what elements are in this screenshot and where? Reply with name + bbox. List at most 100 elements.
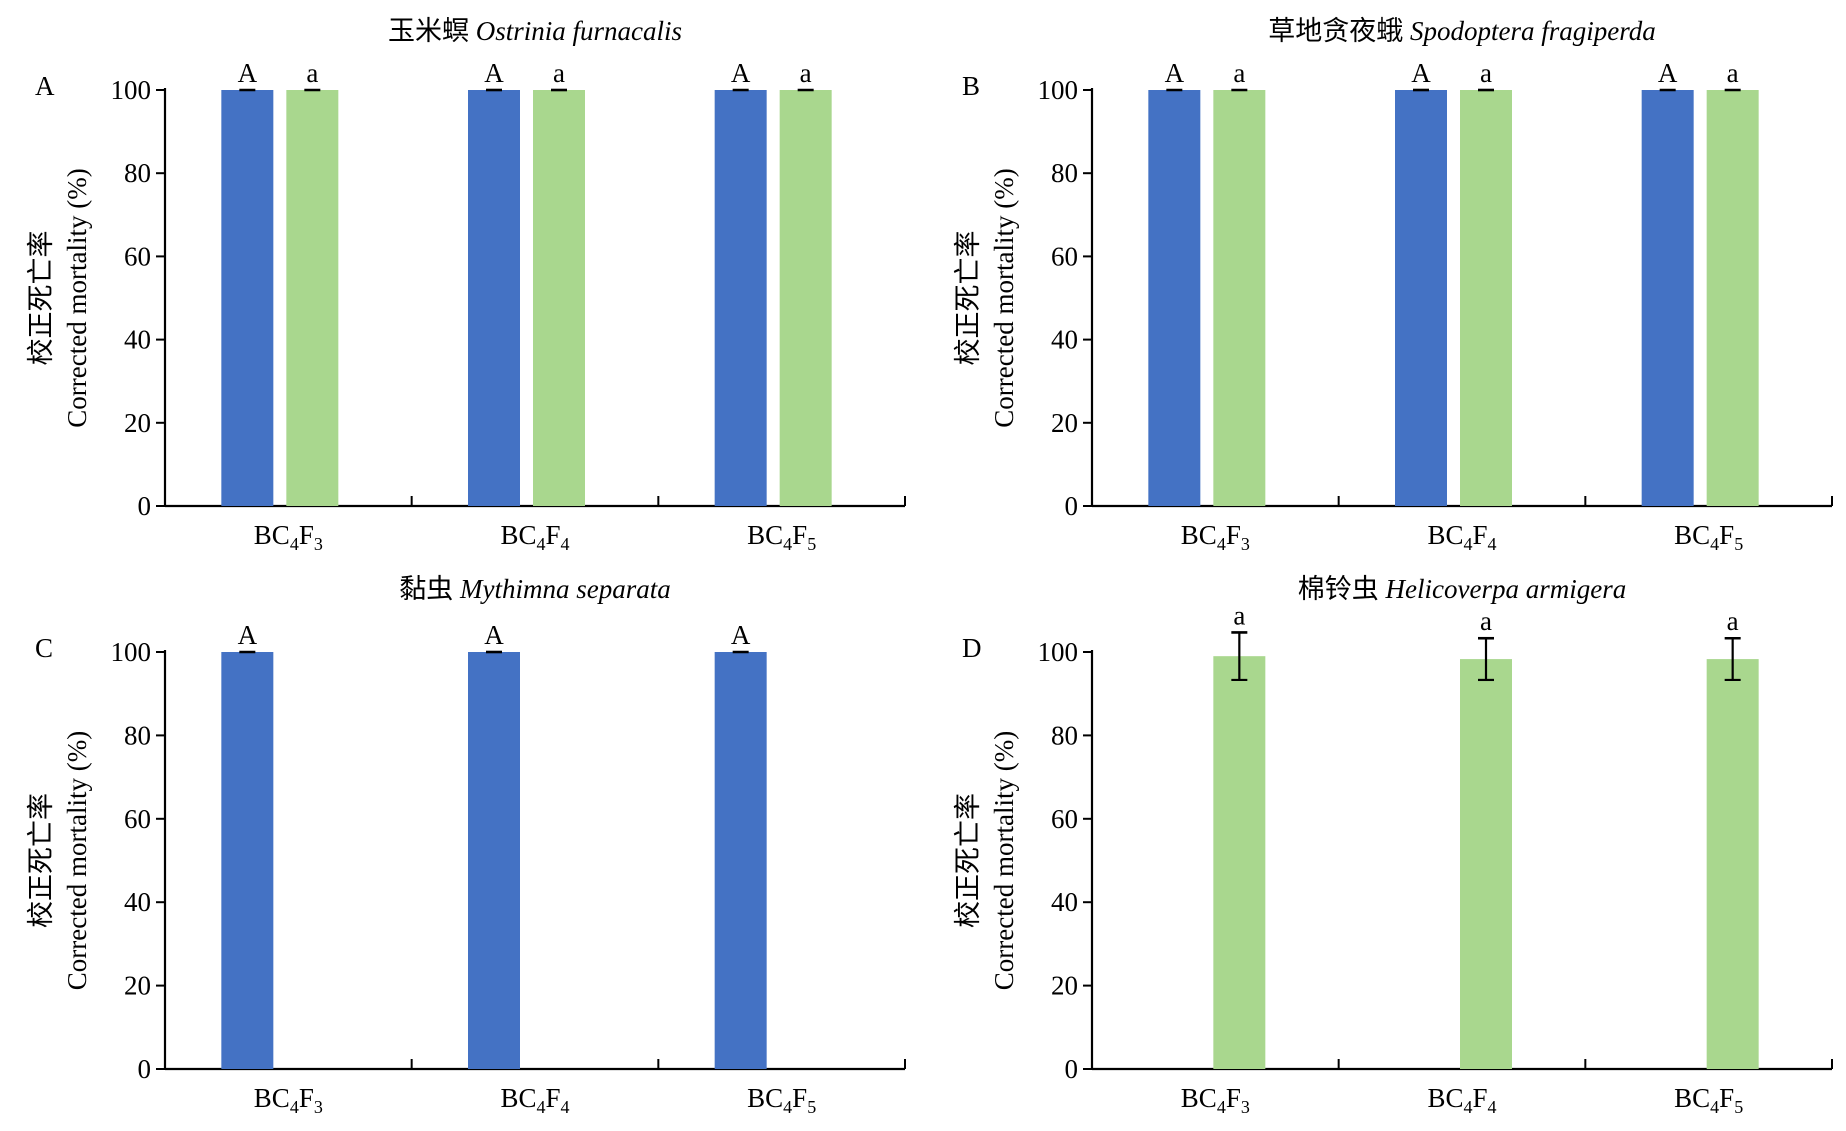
y-tick-label: 60	[124, 804, 151, 834]
x-tick-label-sub1: 4	[1464, 1097, 1473, 1117]
x-tick-label-mid: F	[1473, 520, 1488, 550]
x-tick-label: BC4F3	[254, 520, 323, 554]
significance-letter: A	[238, 58, 258, 88]
bar-a-s1-c1	[533, 90, 585, 506]
y-axis-label-cn: 校正死亡率	[26, 231, 56, 366]
x-tick-label-sub2: 4	[561, 1097, 570, 1117]
x-tick-label-mid: F	[299, 520, 314, 550]
x-tick-label-sub1: 4	[290, 534, 299, 554]
bar-d-s1-c0	[1213, 656, 1266, 1069]
y-tick-label: 0	[138, 491, 152, 521]
x-tick-label: BC4F5	[1674, 1083, 1743, 1117]
significance-letter: a	[306, 58, 318, 88]
y-tick-label: 60	[1051, 241, 1078, 271]
x-tick-label-sub2: 4	[1488, 1097, 1497, 1117]
x-tick-label: BC4F4	[1427, 1083, 1496, 1117]
y-tick-label: 20	[1051, 408, 1078, 438]
panel-label: D	[962, 633, 982, 663]
title-space	[469, 16, 476, 46]
x-tick-label-sub2: 4	[561, 534, 570, 554]
x-tick-label-sub2: 3	[314, 1097, 323, 1117]
bar-b-s1-c0	[1213, 90, 1266, 506]
y-tick-label: 100	[1038, 75, 1079, 105]
chart-title-cn: 棉铃虫	[1298, 574, 1379, 604]
x-tick-label-base: BC	[747, 520, 783, 550]
x-tick-label: BC4F3	[254, 1083, 323, 1117]
chart-title: 玉米螟 Ostrinia furnacalis	[388, 16, 682, 46]
chart-title: 黏虫 Mythimna separata	[399, 574, 670, 604]
x-tick-label-base: BC	[500, 1083, 536, 1113]
x-tick-label: BC4F5	[747, 520, 816, 554]
chart-title-cn: 草地贪夜蛾	[1268, 16, 1403, 46]
bar-a-s0-c1	[468, 90, 520, 506]
panel-a: A 玉米螟 Ostrinia furnacalis 校正死亡率 Corrected m…	[26, 16, 906, 554]
x-tick-label-sub1: 4	[1710, 534, 1719, 554]
significance-letter: A	[731, 58, 751, 88]
bar-b-s0-c0	[1148, 90, 1201, 506]
chart-title: 草地贪夜蛾 Spodoptera fragiperda	[1268, 16, 1656, 46]
y-tick-label: 0	[1065, 491, 1079, 521]
x-tick-label-mid: F	[546, 520, 561, 550]
y-tick-label: 0	[1065, 1054, 1079, 1084]
x-tick-label-sub1: 4	[1710, 1097, 1719, 1117]
bar-b-s1-c2	[1706, 90, 1759, 506]
title-space	[1379, 574, 1386, 604]
y-tick-label: 60	[1051, 804, 1078, 834]
x-tick-label: BC4F3	[1181, 1083, 1250, 1117]
y-axis-label-en: Corrected mortality (%)	[989, 731, 1019, 990]
x-tick-label-sub1: 4	[537, 1097, 546, 1117]
chart-title-latin: Mythimna separata	[459, 574, 671, 604]
x-tick-label-base: BC	[1427, 1083, 1463, 1113]
x-tick-label: BC4F4	[500, 520, 569, 554]
y-tick-label: 100	[111, 75, 152, 105]
bar-a-s0-c0	[221, 90, 274, 506]
x-tick-label-sub2: 4	[1488, 534, 1497, 554]
y-tick-label: 80	[124, 158, 151, 188]
significance-letter: A	[484, 58, 504, 88]
x-tick-label-mid: F	[299, 1083, 314, 1113]
y-tick-label: 80	[1051, 158, 1078, 188]
x-tick-label-mid: F	[1473, 1083, 1488, 1113]
x-tick-label: BC4F4	[500, 1083, 569, 1117]
x-tick-label-sub1: 4	[537, 534, 546, 554]
x-tick-label-mid: F	[1226, 1083, 1241, 1113]
x-tick-label-sub1: 4	[290, 1097, 299, 1117]
x-tick-label-sub2: 5	[1734, 534, 1743, 554]
panel-c: C 黏虫 Mythimna separata 校正死亡率 Corrected mort…	[26, 574, 906, 1117]
significance-letter: a	[800, 58, 812, 88]
x-tick-label-base: BC	[1181, 1083, 1217, 1113]
x-tick-label: BC4F5	[1674, 520, 1743, 554]
significance-letter: a	[1233, 58, 1245, 88]
title-space	[453, 574, 460, 604]
y-tick-label: 80	[124, 720, 151, 750]
panel-b: B 草地贪夜蛾 Spodoptera fragiperda 校正死亡率 Correct…	[953, 16, 1833, 554]
y-tick-label: 20	[124, 971, 151, 1001]
bar-c-s0-c0	[221, 652, 274, 1069]
title-space	[1403, 16, 1410, 46]
chart-title-latin: Spodoptera fragiperda	[1410, 16, 1656, 46]
x-tick-label-mid: F	[546, 1083, 561, 1113]
x-tick-label: BC4F4	[1427, 520, 1496, 554]
x-tick-label-base: BC	[1181, 520, 1217, 550]
y-tick-label: 20	[124, 408, 151, 438]
bar-a-s1-c0	[286, 90, 339, 506]
bar-b-s1-c1	[1460, 90, 1512, 506]
y-tick-label: 40	[1051, 887, 1078, 917]
bar-a-s0-c2	[714, 90, 767, 506]
y-tick-label: 20	[1051, 971, 1078, 1001]
panel-label: A	[35, 71, 55, 101]
bar-c-s0-c2	[714, 652, 767, 1069]
x-tick-label-mid: F	[1226, 520, 1241, 550]
x-tick-label-mid: F	[1719, 520, 1734, 550]
significance-letter: a	[1727, 58, 1739, 88]
y-tick-label: 0	[138, 1054, 152, 1084]
x-tick-label-sub1: 4	[783, 1097, 792, 1117]
x-tick-label-sub2: 5	[807, 534, 816, 554]
x-tick-label-base: BC	[254, 1083, 290, 1113]
x-tick-label-base: BC	[1674, 520, 1710, 550]
x-tick-label-base: BC	[1427, 520, 1463, 550]
bar-c-s0-c1	[468, 652, 520, 1069]
significance-letter: a	[1727, 606, 1739, 636]
bar-b-s0-c2	[1641, 90, 1694, 506]
